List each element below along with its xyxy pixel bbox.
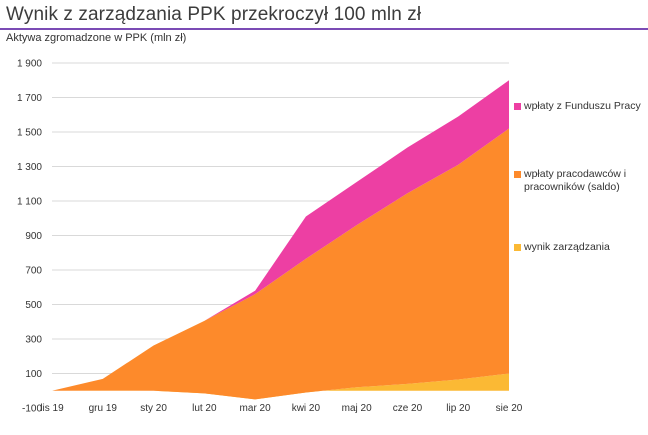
legend-label: wynik zarządzania bbox=[524, 241, 610, 253]
y-tick-label: 1 100 bbox=[17, 197, 42, 208]
series-areas bbox=[52, 80, 509, 400]
legend-label: wpłaty z Funduszu Pracy bbox=[524, 100, 641, 112]
legend-swatch bbox=[514, 244, 521, 251]
x-tick-label: sie 20 bbox=[496, 403, 523, 414]
y-tick-labels: -100 100 300 500 700 900 1 100 1 300 1 500 1 700 1… bbox=[17, 59, 42, 415]
y-tick-label: 700 bbox=[25, 266, 42, 277]
x-tick-label: mar 20 bbox=[240, 403, 272, 414]
series-area bbox=[52, 128, 509, 400]
y-axis-label: Aktywa zgromadzone w PPK (mln zł) bbox=[6, 32, 187, 44]
y-tick-label: 1 700 bbox=[17, 93, 42, 104]
x-tick-label: gru 19 bbox=[89, 403, 118, 414]
y-tick-label: 100 bbox=[25, 369, 42, 380]
x-tick-labels: lis 19 gru 19 sty 20 lut 20 mar 20 kwi 20 maj … bbox=[40, 403, 522, 414]
x-tick-label: lut 20 bbox=[192, 403, 217, 414]
title-underline bbox=[0, 28, 648, 30]
legend-label: wpłaty pracodawców i pracowników (saldo) bbox=[524, 168, 627, 193]
x-tick-label: maj 20 bbox=[342, 403, 372, 414]
y-tick-label: 1 300 bbox=[17, 162, 42, 173]
chart-title: Wynik z zarządzania PPK przekroczył 100 … bbox=[6, 4, 422, 25]
series-area bbox=[52, 80, 509, 391]
x-tick-label: sty 20 bbox=[140, 403, 167, 414]
x-tick-label: cze 20 bbox=[393, 403, 423, 414]
y-tick-label: 900 bbox=[25, 231, 42, 242]
legend-swatch bbox=[514, 171, 521, 178]
y-tick-label: 1 500 bbox=[17, 128, 42, 139]
y-tick-label: -100 bbox=[22, 404, 42, 415]
y-tick-label: 500 bbox=[25, 300, 42, 311]
y-tick-label: 300 bbox=[25, 335, 42, 346]
x-tick-label: kwi 20 bbox=[292, 403, 321, 414]
x-tick-label: lip 20 bbox=[446, 403, 470, 414]
x-tick-label: lis 19 bbox=[40, 403, 64, 414]
y-tick-label: 1 900 bbox=[17, 59, 42, 70]
legend-swatch bbox=[514, 103, 521, 110]
